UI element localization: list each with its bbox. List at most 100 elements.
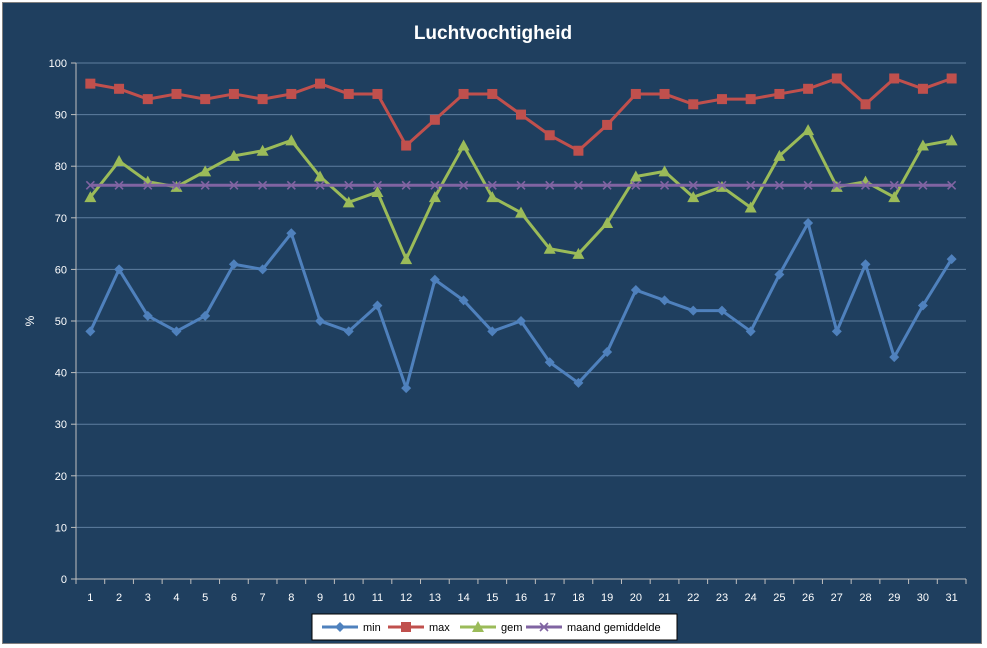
plot-series <box>84 73 958 394</box>
y-tick-label: 10 <box>55 522 67 534</box>
x-tick-label: 28 <box>859 592 871 604</box>
x-tick-label: 20 <box>630 592 642 604</box>
data-point-min <box>889 352 900 363</box>
data-point-max <box>774 88 785 99</box>
data-point-max <box>401 140 412 151</box>
data-point-min <box>200 310 211 321</box>
series-line-gem <box>89 128 952 261</box>
x-tick-label: 14 <box>457 592 469 604</box>
x-tick-label: 26 <box>802 592 814 604</box>
series-line-min <box>88 221 953 390</box>
data-point-gem <box>629 170 642 182</box>
chart-svg: Luchtvochtigheid % 0 10 20 30 40 50 60 70 80 90 10… <box>23 23 967 641</box>
data-point-gem <box>572 247 585 259</box>
data-point-max <box>716 94 727 105</box>
data-point-gem <box>400 253 413 265</box>
data-point-gem <box>227 149 240 161</box>
data-point-maand-gemiddelde <box>746 180 756 190</box>
x-tick-label: 21 <box>658 592 670 604</box>
data-point-max <box>889 73 900 84</box>
legend-item-max: max <box>388 622 450 634</box>
data-point-min <box>544 357 555 368</box>
data-point-gem <box>371 186 384 197</box>
legend-label-maand-gemiddelde: maand gemiddelde <box>567 622 661 634</box>
data-point-max <box>745 94 756 105</box>
data-point-gem <box>515 206 527 218</box>
data-point-maand-gemiddelde <box>143 180 153 190</box>
data-point-max <box>200 94 211 105</box>
data-point-maand-gemiddelde <box>602 180 612 190</box>
data-point-max <box>372 88 383 99</box>
data-point-max <box>286 88 297 99</box>
data-point-gem <box>916 139 929 151</box>
data-point-maand-gemiddelde <box>459 180 469 190</box>
x-tick-label: 29 <box>888 592 900 604</box>
data-point-gem <box>658 165 671 177</box>
data-point-max <box>803 83 814 94</box>
data-point-max <box>860 99 871 110</box>
y-tick-label: 20 <box>55 471 67 483</box>
y-tick-label: 70 <box>55 213 67 225</box>
x-tick-label: 13 <box>429 592 441 604</box>
data-point-max <box>946 73 957 84</box>
x-tick-label: 3 <box>145 592 151 604</box>
data-point-max <box>257 94 268 105</box>
data-point-maand-gemiddelde <box>114 180 124 190</box>
data-point-max <box>458 88 469 99</box>
data-point-min <box>458 295 469 306</box>
x-tick-label: 24 <box>745 592 757 604</box>
data-point-gem <box>486 191 499 203</box>
data-point-min <box>860 259 871 270</box>
gridlines <box>76 62 966 528</box>
chart-title: Luchtvochtigheid <box>414 23 572 44</box>
legend-label-gem: gem <box>501 622 522 634</box>
data-point-maand-gemiddelde <box>85 180 95 190</box>
data-point-max <box>659 88 670 99</box>
data-point-maand-gemiddelde <box>688 180 698 190</box>
data-point-gem <box>543 242 556 254</box>
data-point-maand-gemiddelde <box>487 180 497 190</box>
x-tick-label: 16 <box>515 592 527 604</box>
data-point-max <box>516 109 526 120</box>
data-point-max <box>602 119 613 130</box>
data-point-max <box>831 73 842 84</box>
data-point-gem <box>687 191 700 203</box>
x-tick-label: 27 <box>831 592 843 604</box>
data-point-gem <box>744 201 757 213</box>
legend-item-maand-gemiddelde: maand gemiddelde <box>526 622 661 634</box>
data-point-gem <box>428 191 441 203</box>
series-min <box>85 217 957 394</box>
data-point-max <box>630 88 641 99</box>
y-tick-label: 90 <box>55 110 67 122</box>
data-point-maand-gemiddelde <box>631 180 641 190</box>
data-point-min <box>85 326 96 337</box>
data-point-max <box>315 78 326 89</box>
x-tick-label: 8 <box>288 592 294 604</box>
data-point-min <box>372 300 383 311</box>
series-maand-gemiddelde <box>85 180 957 190</box>
x-tick-label: 22 <box>687 592 699 604</box>
x-tick-label: 25 <box>773 592 785 604</box>
data-point-maand-gemiddelde <box>889 180 899 190</box>
data-point-min <box>716 305 727 316</box>
data-point-gem <box>256 144 269 156</box>
data-point-min <box>774 269 785 280</box>
data-point-max <box>573 145 584 156</box>
data-point-min <box>315 316 326 326</box>
x-tick-label: 9 <box>317 592 323 604</box>
data-point-min <box>831 326 842 337</box>
data-point-min <box>171 326 182 337</box>
y-tick-label: 0 <box>61 574 67 586</box>
data-point-maand-gemiddelde <box>947 180 957 190</box>
y-axis-label: % <box>23 315 37 326</box>
x-tick-label: 7 <box>260 592 266 604</box>
data-point-maand-gemiddelde <box>659 180 670 190</box>
data-point-gem <box>457 139 470 151</box>
x-tick-label: 11 <box>372 592 383 604</box>
data-point-maand-gemiddelde <box>430 180 440 190</box>
x-tick-label: 17 <box>544 592 556 604</box>
data-point-max <box>85 78 96 89</box>
data-point-min <box>286 228 297 239</box>
legend-item-gem: gem <box>460 621 522 634</box>
